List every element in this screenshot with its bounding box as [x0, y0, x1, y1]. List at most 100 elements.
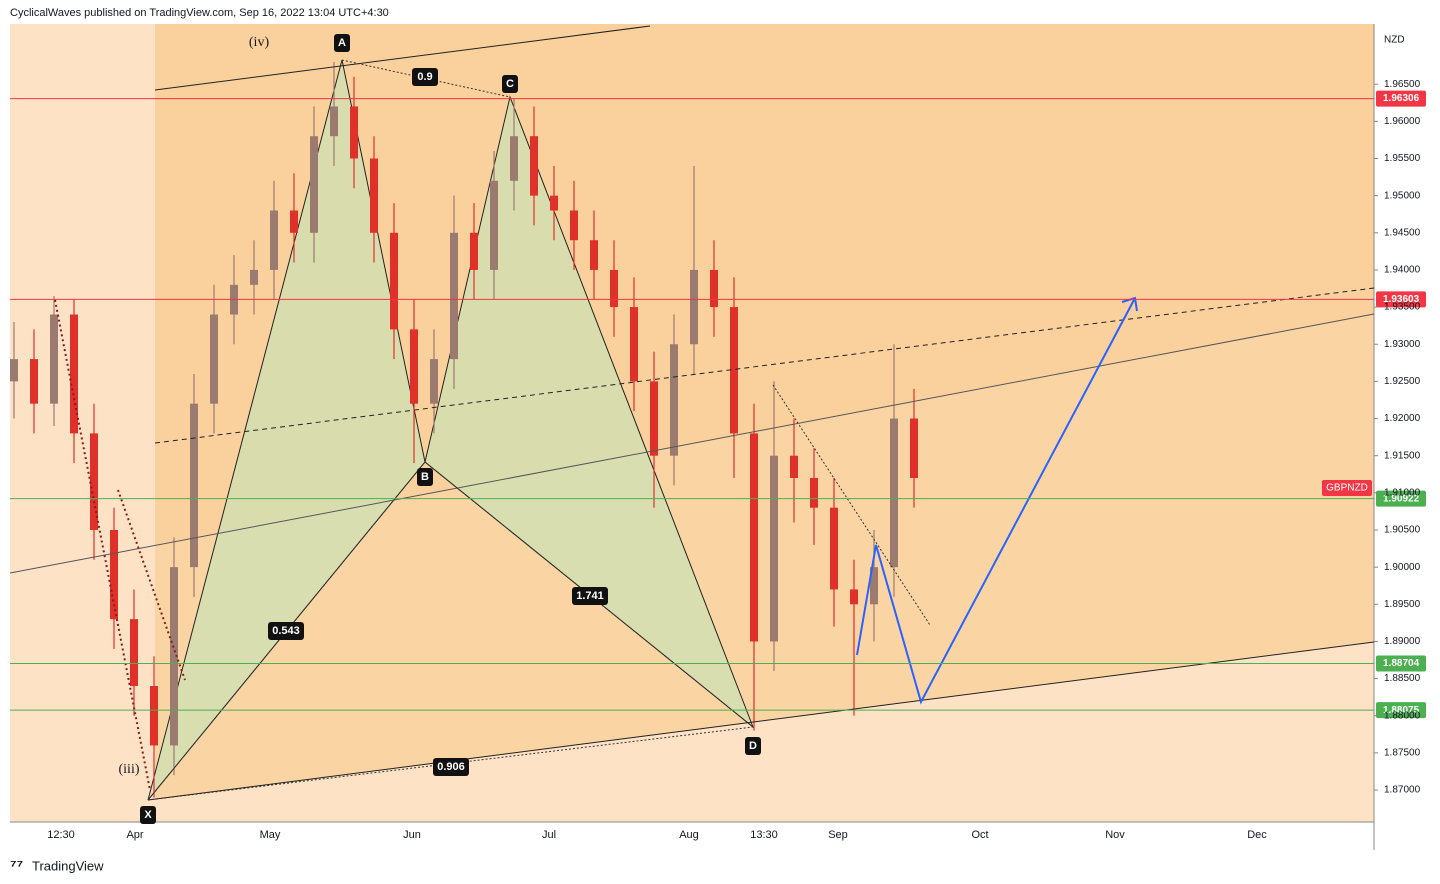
- ratio-label: 1.741: [576, 590, 604, 602]
- ratio-label: 0.543: [272, 625, 300, 637]
- y-tick-label: 1.88500: [1384, 673, 1421, 684]
- y-tick-label: 1.87500: [1384, 748, 1421, 759]
- candle-body: [310, 136, 318, 233]
- level-tag: [1376, 490, 1426, 507]
- channel-upper: [154, 25, 651, 91]
- x-tick-label: Dec: [1247, 829, 1267, 841]
- y-tick-label: 1.95000: [1384, 190, 1421, 201]
- candle-body: [670, 344, 678, 456]
- candle-body: [510, 136, 518, 181]
- candle-body: [330, 106, 338, 137]
- x-tick-label: Sep: [828, 829, 848, 841]
- x-tick-label: Aug: [679, 829, 699, 841]
- projection-arrow: [1121, 296, 1138, 312]
- candle-body: [210, 314, 218, 404]
- level-tag-label: 1.88075: [1383, 705, 1420, 716]
- candle-body: [170, 567, 178, 746]
- candle-body: [270, 210, 278, 270]
- pattern-label-box: [140, 806, 156, 824]
- y-tick-label: 1.96000: [1384, 116, 1421, 127]
- dashed-line: [154, 287, 1375, 444]
- candle-body: [110, 529, 118, 620]
- candle-body: [810, 477, 818, 508]
- candle-body: [770, 455, 778, 642]
- candle-body: [410, 329, 418, 404]
- y-tick-label: 1.89000: [1384, 636, 1421, 647]
- pattern-label-box: [417, 468, 433, 486]
- candle-body: [910, 418, 918, 478]
- pattern-label-box: [502, 75, 518, 93]
- candle-body: [610, 269, 618, 308]
- candle-body: [550, 195, 558, 211]
- candle-body: [530, 136, 538, 196]
- candle-body: [870, 567, 878, 605]
- x-tick-label: 12:30: [47, 829, 75, 841]
- pattern-label-box: [745, 737, 761, 755]
- x-tick-label: 13:30: [750, 829, 778, 841]
- y-tick-label: 1.93000: [1384, 339, 1421, 350]
- y-tick-label: 1.88000: [1384, 710, 1421, 721]
- y-tick-label: 1.90500: [1384, 525, 1421, 536]
- x-tick-label: Jul: [542, 829, 556, 841]
- candle-body: [890, 418, 898, 568]
- x-tick-label: Oct: [971, 829, 988, 841]
- ratio-label-box: [412, 68, 438, 86]
- currency: NZD: [1384, 35, 1405, 46]
- level-tag-label: 1.96306: [1383, 93, 1420, 104]
- x-tick-label: Nov: [1105, 829, 1125, 841]
- candle-body: [430, 359, 438, 404]
- symbol-tag-label: GBPNZD: [1326, 483, 1368, 494]
- ratio-label-box: [433, 758, 469, 776]
- candle-body: [450, 232, 458, 360]
- candle-body: [730, 307, 738, 434]
- footer: TradingView: [32, 858, 104, 873]
- header: CyclicalWaves published on TradingView.c…: [10, 7, 389, 19]
- x-tick-label: May: [260, 829, 281, 841]
- y-tick-label: 1.92000: [1384, 413, 1421, 424]
- logo: ⁷⁷: [10, 858, 23, 875]
- y-tick-label: 1.90000: [1384, 562, 1421, 573]
- level-tag: [1376, 291, 1426, 308]
- ac-dotted: [341, 59, 511, 98]
- candle-body: [90, 433, 98, 530]
- pattern-label: A: [338, 37, 346, 49]
- level-tag-label: 1.93603: [1383, 294, 1420, 305]
- left-dotted-2: [117, 489, 186, 681]
- left-dotted-1: [54, 299, 151, 791]
- candle-body: [850, 589, 858, 605]
- candle-body: [690, 269, 698, 345]
- candle-body: [190, 403, 198, 568]
- projection: [856, 297, 1136, 705]
- pattern-label-box: [334, 34, 350, 52]
- candle-body: [10, 359, 18, 382]
- level-tag-label: 1.90922: [1383, 493, 1420, 504]
- y-tick-label: 1.93500: [1384, 302, 1421, 313]
- symbol-tag: [1322, 480, 1372, 496]
- level-tag-label: 1.88704: [1383, 658, 1420, 669]
- y-tick-label: 1.94000: [1384, 265, 1421, 276]
- y-tick-label: 1.89500: [1384, 599, 1421, 610]
- candle-body: [30, 359, 38, 404]
- candle-body: [70, 314, 78, 434]
- ratio-label-box: [268, 622, 304, 640]
- pattern-label: B: [421, 471, 429, 483]
- pattern-label: X: [144, 809, 152, 821]
- channel-lower: [147, 641, 1375, 801]
- candle-body: [50, 314, 58, 404]
- channel-mid: [9, 313, 1375, 574]
- y-tick-label: 1.87000: [1384, 785, 1421, 796]
- candle-body: [290, 210, 298, 233]
- wave-label: (iv): [249, 35, 270, 50]
- level-tag: [1376, 655, 1426, 672]
- y-tick-label: 1.92500: [1384, 376, 1421, 387]
- y-tick-label: 1.91500: [1384, 450, 1421, 461]
- candle-body: [830, 507, 838, 590]
- pattern-label: C: [506, 78, 514, 90]
- candle-body: [390, 232, 398, 330]
- candle-body: [130, 619, 138, 687]
- x-tick-label: Apr: [126, 829, 143, 841]
- y-tick-label: 1.91000: [1384, 487, 1421, 498]
- candle-body: [630, 307, 638, 382]
- ratio-label-box: [572, 587, 608, 605]
